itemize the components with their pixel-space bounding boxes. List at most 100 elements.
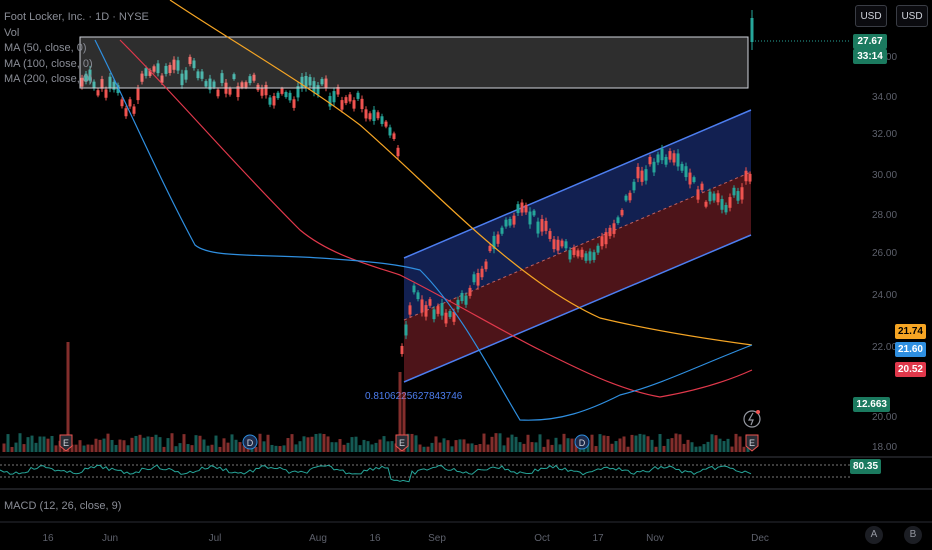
volume-bar (630, 434, 634, 452)
candle-body (372, 109, 376, 121)
candle-body (340, 100, 344, 110)
candle-body (528, 211, 532, 225)
volume-bar (46, 438, 50, 452)
candle-body (428, 299, 432, 306)
volume-bar (126, 445, 130, 452)
volume-bar (214, 435, 218, 452)
candle-body (276, 92, 280, 99)
oscillator-line (0, 464, 752, 483)
candle-body (308, 77, 312, 86)
candle-body (300, 76, 304, 89)
volume-bars (2, 342, 750, 452)
earnings-marker[interactable]: E (745, 434, 759, 452)
candle-body (444, 312, 448, 324)
candle-body (172, 59, 176, 70)
candle-body (212, 81, 216, 88)
legend-ma200[interactable]: MA (200, close, 0) (4, 73, 93, 85)
candle-body (700, 183, 704, 190)
y-tick-label: 22.00 (872, 342, 897, 353)
candle-body (92, 81, 96, 89)
candle-body (500, 227, 504, 234)
volume-bar (350, 437, 354, 452)
volume-bar (178, 443, 182, 452)
candle-body (80, 77, 84, 87)
candle-body (660, 148, 664, 161)
macd-legend[interactable]: MACD (12, 26, close, 9) (4, 500, 122, 512)
candle-body (504, 219, 508, 227)
candle-body (192, 60, 196, 69)
candle-body (496, 234, 500, 244)
candle-body (584, 253, 588, 261)
currency-button-1[interactable]: USD (855, 5, 887, 27)
candle-body (716, 193, 720, 203)
candle-body (552, 239, 556, 250)
candle-body (168, 65, 172, 73)
volume-bar (162, 446, 166, 452)
candle-body (388, 127, 392, 136)
volume-bar (434, 436, 438, 452)
volume-bar (6, 434, 10, 452)
volume-bar (606, 435, 610, 452)
candle-body (316, 85, 320, 95)
candle-body (676, 153, 680, 167)
candle-body (720, 199, 724, 210)
candle-body (104, 89, 108, 98)
currency-button-2[interactable]: USD (896, 5, 928, 27)
volume-bar (446, 440, 450, 452)
volume-bar (438, 442, 442, 452)
candle-body (708, 191, 712, 202)
volume-bar (134, 435, 138, 452)
volume-bar (158, 437, 162, 452)
volume-bar (22, 444, 26, 452)
symbol-title[interactable]: Foot Locker, Inc. · 1D · NYSE (4, 11, 149, 23)
svg-text:E: E (749, 438, 755, 448)
volume-bar (334, 442, 338, 452)
candle-body (580, 249, 584, 258)
alert-icon[interactable] (743, 410, 761, 428)
legend-ma100[interactable]: MA (100, close, 0) (4, 57, 93, 70)
auto-scale-button[interactable]: A (865, 526, 883, 544)
volume-bar (458, 439, 462, 452)
dividend-marker[interactable]: D (242, 434, 258, 450)
volume-bar (466, 443, 470, 452)
dividend-marker[interactable]: D (574, 434, 590, 450)
volume-bar (42, 436, 46, 452)
volume-bar (110, 439, 114, 452)
candle-body (748, 173, 752, 182)
volume-bar (266, 434, 270, 452)
candle-body (352, 100, 356, 109)
volume-bar (202, 439, 206, 452)
volume-bar (570, 438, 574, 452)
candle-body (204, 81, 208, 87)
volume-bar (302, 436, 306, 452)
candle-body (464, 295, 468, 305)
earnings-marker[interactable]: E (59, 434, 73, 452)
channel-upper (404, 110, 751, 320)
legend-ma50[interactable]: MA (50, close, 0) (4, 42, 87, 54)
ma200-tag: 21.74 (894, 324, 926, 339)
earnings-marker[interactable]: E (395, 434, 409, 452)
volume-bar (10, 446, 14, 452)
x-tick-label: Aug (309, 533, 327, 544)
candle-body (272, 96, 276, 106)
volume-bar (526, 434, 530, 452)
candle-body (456, 299, 460, 310)
volume-bar (338, 439, 342, 452)
volume-bar (146, 436, 150, 452)
volume-bar (726, 438, 730, 452)
volume-bar (286, 438, 290, 452)
candle-body (200, 71, 204, 79)
resistance-box[interactable] (79, 36, 749, 89)
legend-vol[interactable]: Vol (4, 26, 20, 39)
y-tick-label: 18.00 (872, 442, 897, 453)
volume-bar (470, 443, 474, 452)
candle-body (148, 70, 152, 76)
candle-body (108, 76, 112, 89)
volume-bar (430, 442, 434, 452)
volume-bar (614, 441, 618, 452)
candle-body (608, 227, 612, 237)
log-scale-button[interactable]: B (904, 526, 922, 544)
candle-body (548, 231, 552, 239)
volume-bar (530, 442, 534, 452)
